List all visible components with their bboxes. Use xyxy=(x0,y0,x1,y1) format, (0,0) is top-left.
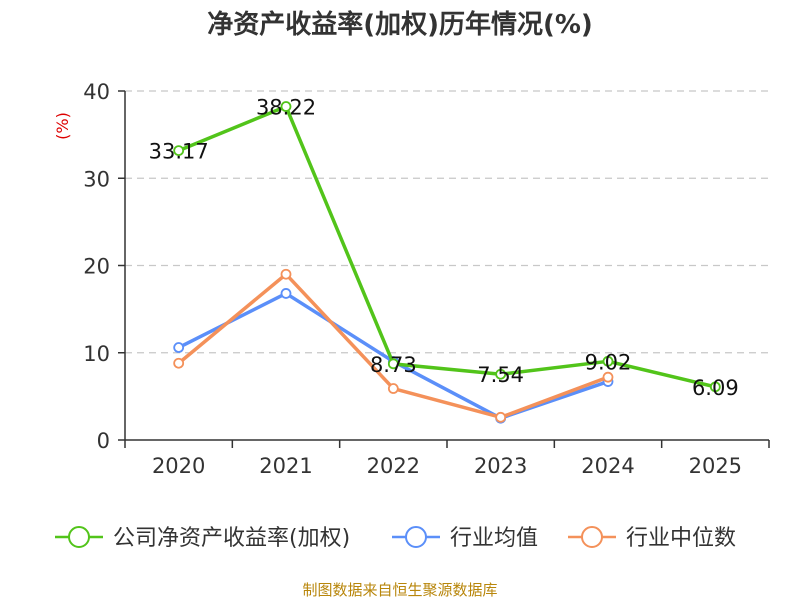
data-point[interactable] xyxy=(280,101,292,112)
data-label: 8.73 xyxy=(370,353,417,377)
data-label: 38.22 xyxy=(256,96,316,120)
data-point[interactable] xyxy=(602,355,614,367)
y-axis-unit: (%) xyxy=(53,112,72,140)
data-point[interactable] xyxy=(387,358,399,370)
data-source-note: 制图数据来自恒生聚源数据库 xyxy=(302,581,497,599)
axes: 0 10 20 30 40 2020 2021 2022 2023 2024 2025 xyxy=(83,80,770,478)
y-tick-label: 20 xyxy=(83,255,110,279)
series-group xyxy=(173,101,721,424)
gridlines xyxy=(125,90,769,354)
data-point[interactable] xyxy=(387,383,399,394)
data-point[interactable] xyxy=(173,145,185,156)
x-tick-label: 2020 xyxy=(152,454,205,478)
legend[interactable]: 公司净资产收益率(加权) 行业均值 行业中位数 xyxy=(55,526,736,551)
chart-title: 净资产收益率(加权)历年情况(%) xyxy=(207,9,593,40)
data-label: 7.54 xyxy=(477,363,524,387)
legend-label: 行业中位数 xyxy=(626,526,736,551)
y-tick-label: 10 xyxy=(83,342,110,366)
data-point[interactable] xyxy=(709,381,721,393)
data-point[interactable] xyxy=(495,411,507,423)
series-line-2 xyxy=(177,272,609,420)
legend-swatch-marker xyxy=(405,526,427,548)
data-label: 33.17 xyxy=(149,140,209,164)
series-line-0 xyxy=(178,104,716,389)
legend-item-0[interactable]: 公司净资产收益率(加权) xyxy=(55,526,350,551)
legend-item-2[interactable]: 行业中位数 xyxy=(568,526,736,551)
legend-label: 行业均值 xyxy=(450,526,538,551)
data-labels: 33.17 38.22 8.73 7.54 9.02 6.09 xyxy=(149,96,739,400)
data-point[interactable] xyxy=(495,368,507,380)
x-tick-label: 2025 xyxy=(689,454,742,478)
legend-swatch-marker xyxy=(68,526,90,548)
x-tick-label: 2023 xyxy=(474,454,527,478)
y-tick-label: 30 xyxy=(83,167,110,191)
data-point[interactable] xyxy=(280,288,292,299)
legend-swatch-marker xyxy=(581,526,603,548)
x-tick-label: 2021 xyxy=(259,454,312,478)
data-point[interactable] xyxy=(280,268,292,280)
data-label: 6.09 xyxy=(692,376,739,400)
x-tick-label: 2022 xyxy=(367,454,420,478)
data-point[interactable] xyxy=(173,342,185,353)
legend-label: 公司净资产收益率(加权) xyxy=(113,526,350,551)
data-label: 9.02 xyxy=(585,350,632,374)
y-tick-label: 0 xyxy=(97,429,110,453)
x-tick-label: 2024 xyxy=(581,454,634,478)
data-point[interactable] xyxy=(602,371,614,383)
legend-item-1[interactable]: 行业均值 xyxy=(392,526,538,551)
data-point[interactable] xyxy=(173,357,185,369)
y-tick-label: 40 xyxy=(83,80,110,104)
